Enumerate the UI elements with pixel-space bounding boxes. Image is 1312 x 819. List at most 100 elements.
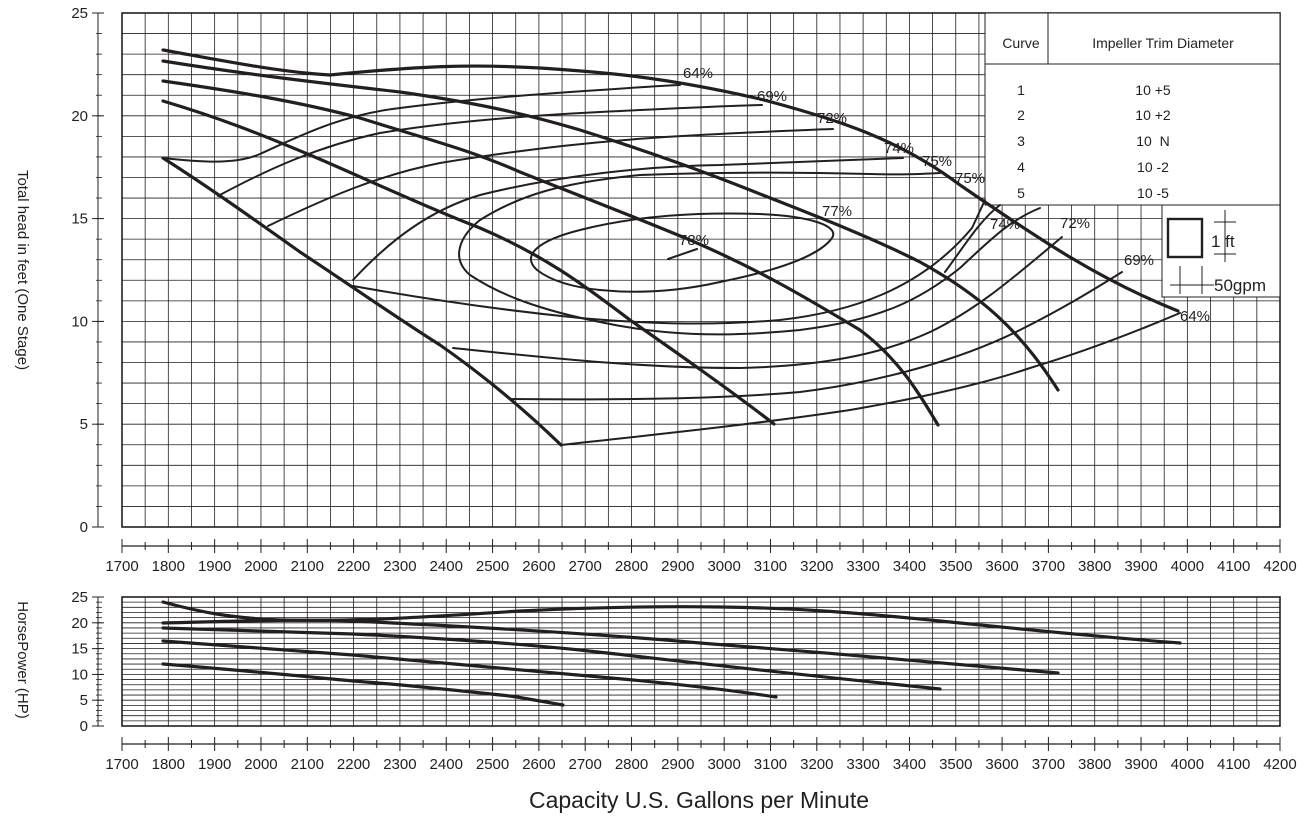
scale-square <box>1166 217 1204 259</box>
head-y-tick-label: 25 <box>71 5 88 22</box>
legend-col-curve: Curve <box>1002 35 1040 51</box>
head-x-tick-label: 3700 <box>1032 558 1065 575</box>
head-x-tick-label: 2400 <box>430 558 463 575</box>
head-x-tick-label: 2200 <box>337 558 370 575</box>
head-x-tick-label: 3400 <box>893 558 926 575</box>
head-x-tick-label: 2500 <box>476 558 509 575</box>
eff-label-69-low: 69% <box>1124 252 1154 269</box>
hp-curve-3 <box>161 626 942 691</box>
legend-row-1-curve: 1 <box>1017 82 1025 98</box>
head-x-tick-label: 3300 <box>846 558 879 575</box>
efficiency-contour-74 <box>352 157 904 281</box>
legend-row-2-trim: 10 +2 <box>1135 107 1171 123</box>
hp-x-tick-label: 3700 <box>1032 756 1065 773</box>
hp-x-tick-label: 1900 <box>198 756 231 773</box>
efficiency-contour-75 <box>458 171 1041 336</box>
hp-curve-5 <box>161 662 565 707</box>
legend-row-4-trim: 10 -2 <box>1137 159 1169 175</box>
hp-x-tick-label: 3600 <box>985 756 1018 773</box>
head-x-tick-label: 3900 <box>1124 558 1157 575</box>
head-x-tick-label: 2700 <box>569 558 602 575</box>
head-y-tick-label: 5 <box>80 416 88 433</box>
head-x-tick-label: 4100 <box>1217 558 1250 575</box>
efficiency-contour-69-low <box>509 271 1123 401</box>
hp-x-tick-label: 4200 <box>1263 756 1296 773</box>
head-x-tick-label: 2300 <box>383 558 416 575</box>
hp-x-tick-label: 2900 <box>661 756 694 773</box>
head-x-tick-label: 2900 <box>661 558 694 575</box>
hp-x-tick-label: 2100 <box>291 756 324 773</box>
head-curve-1 <box>161 48 1180 313</box>
head-curve-2 <box>161 59 1060 392</box>
scale-height-label: 1 ft <box>1211 232 1235 251</box>
head-curves <box>161 48 1180 447</box>
head-y-axis-label: Total head in feet (One Stage) <box>14 170 31 370</box>
hp-x-tick-label: 1700 <box>105 756 138 773</box>
efficiency-contour-77 <box>530 212 835 293</box>
hp-x-tick-label: 2800 <box>615 756 648 773</box>
hp-y-tick-label: 0 <box>80 718 88 735</box>
hp-x-tick-label: 2000 <box>244 756 277 773</box>
head-grid <box>121 12 1281 528</box>
eff-label-74-top: 74% <box>884 140 914 157</box>
hp-x-tick-label: 3400 <box>893 756 926 773</box>
head-y-tick-label: 15 <box>71 211 88 228</box>
hp-x-tick-label: 3500 <box>939 756 972 773</box>
efficiency-contour-78-mark <box>667 248 698 260</box>
eff-label-77: 77% <box>822 203 852 220</box>
hp-x-tick-label: 3000 <box>707 756 740 773</box>
hp-y-axis-label: HorsePower (HP) <box>14 601 31 719</box>
head-x-tick-label: 3200 <box>800 558 833 575</box>
head-x-tick-label: 1700 <box>105 558 138 575</box>
hp-x-tick-label: 3200 <box>800 756 833 773</box>
head-y-tick-label: 0 <box>80 519 88 536</box>
head-y-tick-label: 20 <box>71 108 88 125</box>
efficiency-contour-72 <box>267 128 834 227</box>
head-x-tick-label: 1800 <box>152 558 185 575</box>
efficiency-contour-64-top <box>162 84 681 163</box>
scale-key: 1 ft 50gpm <box>1161 204 1281 298</box>
hp-y-tick-label: 15 <box>71 641 88 658</box>
legend-row-2-curve: 2 <box>1017 107 1025 123</box>
hp-y-tick-label: 20 <box>71 615 88 632</box>
efficiency-contour-64-low <box>560 312 1181 446</box>
hp-x-tick-label: 4100 <box>1217 756 1250 773</box>
head-x-tick-label: 2100 <box>291 558 324 575</box>
head-curve-5 <box>161 156 563 447</box>
legend-row-3-trim: 10 N <box>1136 133 1169 149</box>
efficiency-contour-72-low <box>452 236 1063 369</box>
eff-label-74-low: 74% <box>990 216 1020 233</box>
head-x-tick-label: 3600 <box>985 558 1018 575</box>
hp-x-tick-label: 2500 <box>476 756 509 773</box>
hp-x-tick-label: 4000 <box>1171 756 1204 773</box>
head-x-tick-label: 2800 <box>615 558 648 575</box>
head-x-tick-label: 3500 <box>939 558 972 575</box>
hp-y-tick-label: 10 <box>71 666 88 683</box>
hp-x-tick-label: 2300 <box>383 756 416 773</box>
hp-x-tick-label: 3300 <box>846 756 879 773</box>
hp-curve-4 <box>161 639 778 699</box>
horsepower-curves <box>161 600 1182 707</box>
eff-label-72-top: 72% <box>817 110 847 127</box>
hp-x-tick-label: 3900 <box>1124 756 1157 773</box>
legend-row-4-curve: 4 <box>1017 159 1025 175</box>
efficiency-contour-74-low <box>352 199 986 325</box>
hp-x-tick-label: 3800 <box>1078 756 1111 773</box>
hp-x-tick-label: 2700 <box>569 756 602 773</box>
eff-label-69-top: 69% <box>757 88 787 105</box>
head-curve-4 <box>161 99 776 426</box>
head-x-tick-label: 3800 <box>1078 558 1111 575</box>
scale-flow-label: 50gpm <box>1214 276 1266 295</box>
hp-y-tick-label: 5 <box>80 692 88 709</box>
head-x-tick-label: 4000 <box>1171 558 1204 575</box>
head-x-tick-label: 4200 <box>1263 558 1296 575</box>
eff-label-75-a: 75% <box>922 153 952 170</box>
eff-label-78: 78% <box>679 232 709 249</box>
eff-label-64-low: 64% <box>1180 308 1210 325</box>
legend-col-trim: Impeller Trim Diameter <box>1092 35 1234 51</box>
head-x-tick-label: 3000 <box>707 558 740 575</box>
hp-x-tick-label: 3100 <box>754 756 787 773</box>
efficiency-contour-69 <box>217 104 763 197</box>
